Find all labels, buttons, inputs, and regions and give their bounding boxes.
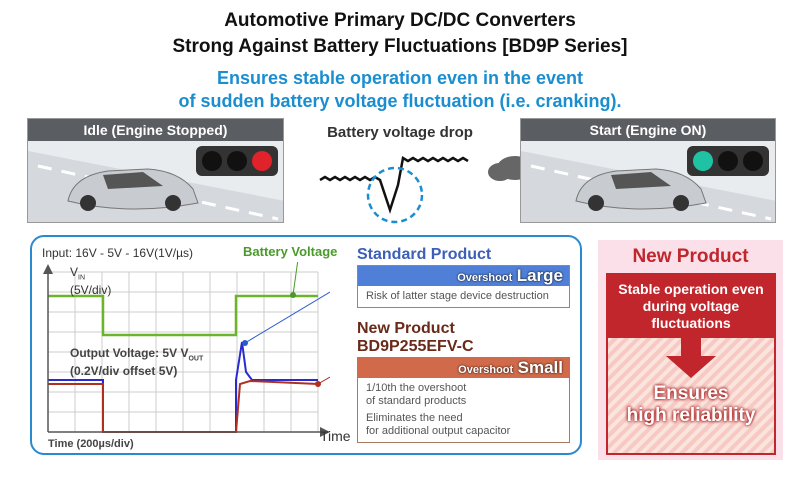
- vout-text: Output Voltage: 5V V: [70, 346, 189, 360]
- desc-line: Eliminates the need: [366, 412, 463, 424]
- standard-product-box: Overshoot Large Risk of latter stage dev…: [357, 265, 570, 308]
- standard-desc: Risk of latter stage device destruction: [366, 290, 549, 302]
- start-label: Start (Engine ON): [521, 119, 775, 141]
- traffic-light-green-icon: [687, 146, 769, 176]
- vout-label: Output Voltage: 5V VOUT (0.2V/div offset …: [70, 347, 203, 378]
- side-title: New Product: [632, 246, 749, 267]
- reliability-text: Ensures high reliability: [608, 383, 774, 427]
- new-product-title: New Product BD9P255EFV-C: [357, 320, 474, 356]
- vout-subscript: OUT: [188, 355, 204, 363]
- vout-scale: (0.2V/div offset 5V): [70, 364, 178, 379]
- start-scene: Start (Engine ON): [520, 118, 776, 223]
- input-spec: Input: 16V - 5V - 16V(1V/µs): [42, 246, 193, 260]
- battery-voltage-trace: [48, 294, 318, 337]
- oscilloscope-plot: [43, 262, 330, 437]
- highlight-circle: [366, 166, 424, 224]
- desc-line: for additional output capacitor: [366, 425, 511, 437]
- time-axis-label: Time: [320, 428, 351, 444]
- car-road-illustration: [28, 146, 283, 222]
- car-icon: [575, 168, 707, 211]
- subtitle-line-2: of sudden battery voltage fluctuation (i…: [178, 91, 622, 111]
- stable-operation-text: Stable operation even during voltage flu…: [608, 275, 774, 338]
- side-box: Stable operation even during voltage flu…: [606, 273, 776, 455]
- title-line-2: Strong Against Battery Fluctuations [BD9…: [172, 36, 628, 57]
- new-product-name: New Product: [357, 320, 455, 337]
- overshoot-level: Small: [517, 358, 563, 377]
- vin-text: V: [70, 265, 79, 279]
- vin-subscript: IN: [78, 274, 86, 282]
- battery-drop-label: Battery voltage drop: [327, 124, 473, 141]
- new-product-box: Overshoot Small 1/10th the overshoot of s…: [357, 357, 570, 443]
- traffic-light-red-icon: [196, 146, 278, 176]
- idle-label: Idle (Engine Stopped): [28, 119, 283, 141]
- desc-line: 1/10th the overshoot: [366, 382, 467, 394]
- vin-scale: (5V/div): [70, 283, 112, 298]
- car-icon: [67, 168, 199, 211]
- idle-scene: Idle (Engine Stopped): [27, 118, 284, 223]
- reliability-line: high reliability: [626, 405, 756, 426]
- battery-voltage-label: Battery Voltage: [243, 244, 338, 259]
- car-road-illustration: [521, 146, 775, 222]
- overshoot-level: Large: [516, 266, 563, 285]
- overshoot-label: Overshoot: [457, 272, 513, 284]
- overshoot-label: Overshoot: [458, 364, 514, 376]
- time-scale-label: Time (200µs/div): [48, 438, 134, 450]
- down-arrow-icon: [666, 338, 716, 378]
- standard-product-title: Standard Product: [357, 246, 492, 263]
- voltage-drop-waveform: [319, 156, 530, 224]
- desc-line: of standard products: [366, 395, 467, 407]
- subtitle-line-1: Ensures stable operation even in the eve…: [216, 68, 584, 88]
- new-product-part: BD9P255EFV-C: [357, 338, 474, 355]
- reliability-line: Ensures: [653, 383, 729, 404]
- new-desc-1: 1/10th the overshoot of standard products: [358, 378, 569, 412]
- vin-label: VIN (5V/div): [70, 266, 111, 297]
- title-line-1: Automotive Primary DC/DC Converters: [224, 10, 576, 31]
- new-desc-2: Eliminates the need for additional output…: [358, 412, 569, 442]
